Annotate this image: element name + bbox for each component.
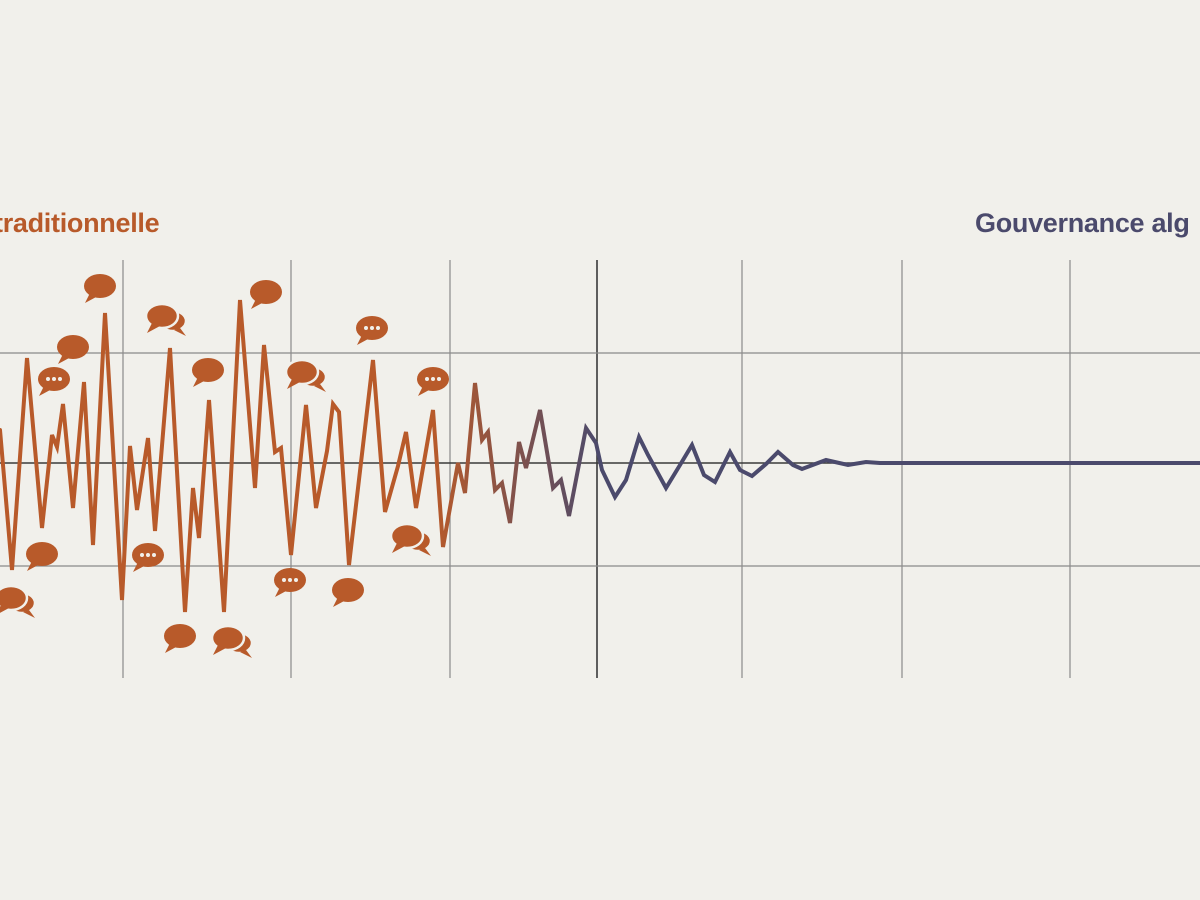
speech-bubble-icon <box>250 280 282 309</box>
traditional-governance-label: traditionnelle <box>0 208 160 238</box>
signal-line <box>0 299 1200 613</box>
speech-bubble-icon <box>332 578 364 607</box>
speech-bubbles-icon <box>389 522 433 556</box>
speech-bubble-icon <box>57 335 89 364</box>
speech-bubble-ellipsis-icon <box>356 316 388 345</box>
speech-bubble-ellipsis-icon <box>274 568 306 597</box>
speech-bubbles-icon <box>210 624 254 658</box>
speech-bubbles <box>0 274 449 658</box>
speech-bubble-ellipsis-icon <box>38 367 70 396</box>
speech-bubble-icon <box>84 274 116 303</box>
speech-bubble-ellipsis-icon <box>417 367 449 396</box>
speech-bubbles-icon <box>144 302 188 336</box>
speech-bubble-ellipsis-icon <box>132 543 164 572</box>
speech-bubbles-icon <box>284 358 328 392</box>
speech-bubble-icon <box>26 542 58 571</box>
speech-bubbles-icon <box>0 584 37 618</box>
speech-bubble-icon <box>164 624 196 653</box>
speech-bubble-icon <box>192 358 224 387</box>
algorithmic-governance-label: Gouvernance alg <box>975 208 1190 238</box>
